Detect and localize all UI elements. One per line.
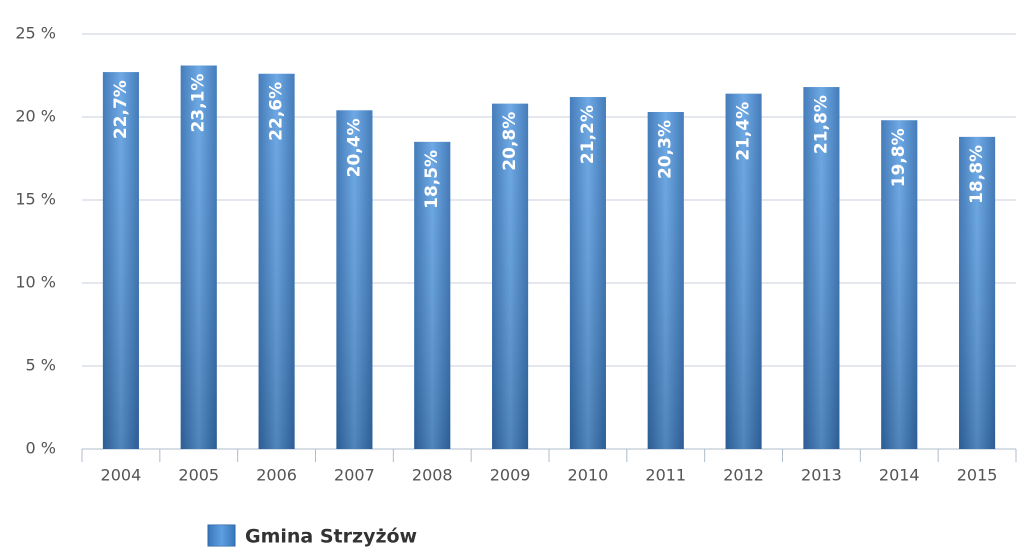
x-tick-label: 2009 bbox=[490, 466, 531, 485]
value-label: 18,5% bbox=[422, 150, 442, 209]
x-tick-label: 2011 bbox=[645, 466, 686, 485]
x-tick-label: 2005 bbox=[178, 466, 219, 485]
legend-shade bbox=[208, 525, 235, 546]
bar-group bbox=[569, 97, 606, 449]
value-label: 22,6% bbox=[267, 82, 287, 141]
x-tick-label: 2014 bbox=[879, 466, 920, 485]
bar-group bbox=[959, 136, 996, 450]
bar-group bbox=[647, 112, 684, 450]
bar-group bbox=[881, 120, 918, 449]
y-tick-label: 10 % bbox=[15, 273, 56, 292]
bar-shade bbox=[881, 120, 918, 449]
bar-group bbox=[180, 65, 217, 449]
bar-shade bbox=[803, 87, 840, 450]
bar-group bbox=[336, 110, 373, 450]
y-tick-label: 25 % bbox=[15, 24, 56, 43]
x-tick-label: 2012 bbox=[723, 466, 764, 485]
y-tick-label: 5 % bbox=[26, 356, 56, 375]
x-tick-label: 2010 bbox=[568, 466, 609, 485]
bar-shade bbox=[102, 72, 139, 450]
value-label: 19,8% bbox=[889, 128, 909, 187]
bar-shade bbox=[414, 141, 451, 449]
bar-group bbox=[102, 72, 139, 450]
value-label: 20,8% bbox=[500, 112, 520, 171]
bar-shade bbox=[180, 65, 217, 449]
bar-group bbox=[492, 103, 529, 449]
y-tick-label: 20 % bbox=[15, 107, 56, 126]
value-label: 21,2% bbox=[578, 105, 598, 164]
y-tick-label: 0 % bbox=[26, 439, 56, 458]
legend-label: Gmina Strzyżów bbox=[245, 526, 417, 548]
bar-group bbox=[803, 87, 840, 450]
x-tick-label: 2013 bbox=[801, 466, 842, 485]
bar-group bbox=[725, 93, 762, 449]
x-tick-label: 2008 bbox=[412, 466, 453, 485]
bar-shade bbox=[492, 103, 529, 449]
bar-group bbox=[258, 73, 295, 449]
bar-shade bbox=[258, 73, 295, 449]
bar-group bbox=[414, 141, 451, 449]
x-tick-label: 2006 bbox=[256, 466, 297, 485]
bar-shade bbox=[647, 112, 684, 450]
bar-shade bbox=[725, 93, 762, 449]
bar-shade bbox=[959, 136, 996, 450]
x-tick-label: 2007 bbox=[334, 466, 375, 485]
value-label: 20,3% bbox=[656, 120, 676, 179]
value-label: 21,8% bbox=[811, 95, 831, 154]
bar-shade bbox=[569, 97, 606, 449]
value-label: 18,8% bbox=[967, 145, 987, 204]
x-tick-label: 2004 bbox=[101, 466, 142, 485]
value-label: 20,4% bbox=[344, 118, 364, 177]
value-label: 21,4% bbox=[734, 102, 754, 161]
value-label: 23,1% bbox=[189, 74, 209, 133]
bar-shade bbox=[336, 110, 373, 450]
y-tick-label: 15 % bbox=[15, 190, 56, 209]
value-label: 22,7% bbox=[111, 80, 131, 139]
x-tick-label: 2015 bbox=[957, 466, 998, 485]
